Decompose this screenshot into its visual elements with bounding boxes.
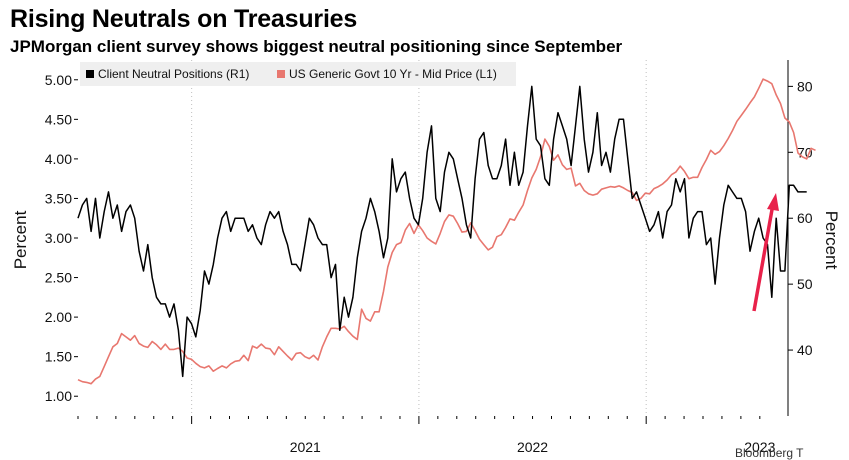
left-tick-label: 2.00 [45, 309, 72, 325]
left-tick-label: 1.50 [45, 349, 72, 365]
right-axis-label: Percent [822, 211, 841, 270]
trend-arrow [752, 193, 779, 312]
left-tick-label: 4.00 [45, 151, 72, 167]
right-tick-label: 80 [797, 78, 813, 94]
series-group [77, 78, 816, 385]
legend: Client Neutral Positions (R1) US Generic… [80, 62, 516, 86]
source-footer: Bloomberg T [735, 446, 804, 460]
series-line-10yr-price [77, 78, 816, 385]
legend-swatch-price [277, 70, 285, 78]
left-tick-label: 3.00 [45, 230, 72, 246]
x-tick-label: 2022 [517, 439, 548, 455]
legend-background [80, 62, 516, 86]
chart-subtitle: JPMorgan client survey shows biggest neu… [10, 37, 623, 56]
trend-arrow-shaft [752, 203, 775, 312]
left-tick-label: 2.50 [45, 270, 72, 286]
left-tick-label: 1.00 [45, 388, 72, 404]
legend-swatch-neutral [86, 70, 94, 78]
gridlines [191, 60, 647, 416]
right-tick-label: 40 [797, 342, 813, 358]
left-tick-label: 3.50 [45, 190, 72, 206]
x-tick-label: 2023 [744, 439, 775, 455]
left-tick-label: 5.00 [45, 72, 72, 88]
legend-label-neutral: Client Neutral Positions (R1) [98, 67, 249, 81]
chart-title: Rising Neutrals on Treasuries [10, 5, 358, 33]
x-axis-ticks: 2021 2022 2023 [77, 416, 776, 455]
left-tick-label: 4.50 [45, 111, 72, 127]
right-tick-label: 60 [797, 210, 813, 226]
right-tick-label: 50 [797, 276, 813, 292]
left-axis-ticks: 5.00 4.50 4.00 3.50 3.00 2.50 2.00 1.50 1.00 [45, 72, 78, 404]
trend-arrow-head [767, 193, 779, 211]
x-tick-label: 2021 [290, 439, 321, 455]
series-line-neutral-positions [77, 85, 807, 378]
left-axis-label: Percent [11, 210, 30, 269]
legend-label-price: US Generic Govt 10 Yr - Mid Price (L1) [289, 67, 497, 81]
